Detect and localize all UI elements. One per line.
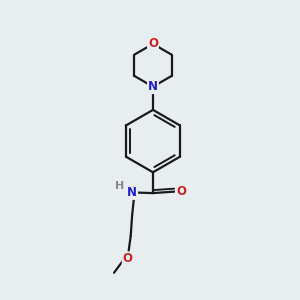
Text: O: O — [176, 185, 186, 198]
Text: O: O — [148, 38, 158, 50]
Text: N: N — [148, 80, 158, 93]
Text: N: N — [127, 186, 137, 199]
Text: H: H — [115, 181, 124, 191]
Text: O: O — [123, 252, 133, 265]
